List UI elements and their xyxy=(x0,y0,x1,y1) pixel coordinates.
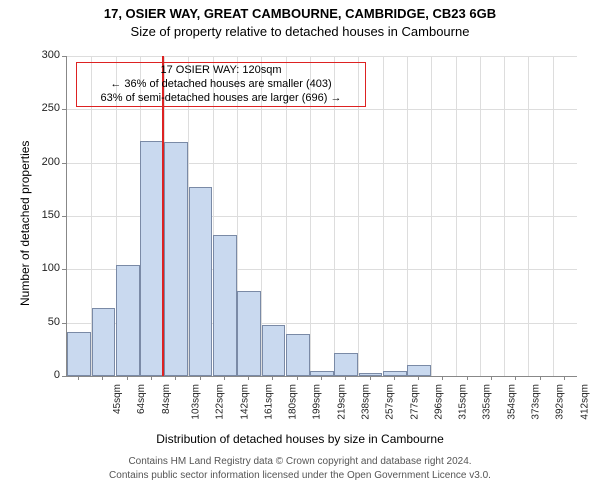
grid-line-vertical xyxy=(528,56,529,376)
y-tick-mark xyxy=(62,163,66,164)
page-title-address: 17, OSIER WAY, GREAT CAMBOURNE, CAMBRIDG… xyxy=(0,6,600,21)
y-tick-label: 200 xyxy=(30,156,60,168)
histogram-bar xyxy=(140,141,164,376)
x-tick-label: 142sqm xyxy=(239,384,250,420)
x-tick-label: 257sqm xyxy=(385,384,396,420)
annotation-line-3: 63% of semi-detached houses are larger (… xyxy=(81,92,361,106)
x-tick-mark xyxy=(78,376,79,380)
x-tick-mark xyxy=(151,376,152,380)
grid-line-vertical xyxy=(383,56,384,376)
histogram-bar xyxy=(407,365,431,376)
footnote-line-1: Contains HM Land Registry data © Crown c… xyxy=(0,456,600,467)
x-tick-label: 238sqm xyxy=(361,384,372,420)
x-tick-mark xyxy=(442,376,443,380)
y-tick-label: 0 xyxy=(30,369,60,381)
x-tick-mark xyxy=(321,376,322,380)
x-tick-label: 84sqm xyxy=(161,384,172,414)
x-tick-mark xyxy=(224,376,225,380)
histogram-bar xyxy=(334,353,358,376)
histogram-bar xyxy=(286,334,310,376)
annotation-line-1: 17 OSIER WAY: 120sqm xyxy=(81,64,361,78)
grid-line-vertical xyxy=(431,56,432,376)
x-tick-mark xyxy=(272,376,273,380)
grid-line-vertical xyxy=(553,56,554,376)
x-tick-mark xyxy=(102,376,103,380)
page-subtitle: Size of property relative to detached ho… xyxy=(0,24,600,39)
x-tick-mark xyxy=(297,376,298,380)
x-tick-mark xyxy=(418,376,419,380)
histogram-bar xyxy=(383,371,407,376)
footnote-line-2: Contains public sector information licen… xyxy=(0,470,600,481)
histogram-bar xyxy=(67,332,91,376)
x-tick-label: 373sqm xyxy=(531,384,542,420)
grid-line-horizontal xyxy=(67,109,577,110)
x-tick-label: 335sqm xyxy=(482,384,493,420)
grid-line-vertical xyxy=(407,56,408,376)
x-axis-label: Distribution of detached houses by size … xyxy=(0,432,600,446)
x-tick-label: 315sqm xyxy=(458,384,469,420)
annotation-line-2: ← 36% of detached houses are smaller (40… xyxy=(81,78,361,92)
x-tick-mark xyxy=(491,376,492,380)
grid-line-vertical xyxy=(480,56,481,376)
x-tick-mark xyxy=(370,376,371,380)
x-tick-label: 296sqm xyxy=(433,384,444,420)
y-tick-label: 250 xyxy=(30,102,60,114)
histogram-bar xyxy=(237,291,261,376)
y-tick-label: 50 xyxy=(30,316,60,328)
y-tick-mark xyxy=(62,323,66,324)
histogram-bar xyxy=(189,187,213,376)
x-tick-mark xyxy=(540,376,541,380)
x-tick-label: 219sqm xyxy=(336,384,347,420)
y-tick-mark xyxy=(62,216,66,217)
x-tick-label: 103sqm xyxy=(191,384,202,420)
grid-line-vertical xyxy=(456,56,457,376)
x-tick-label: 161sqm xyxy=(263,384,274,420)
annotation-box: 17 OSIER WAY: 120sqm ← 36% of detached h… xyxy=(76,62,366,107)
x-tick-label: 412sqm xyxy=(579,384,590,420)
histogram-bar xyxy=(262,325,286,376)
x-tick-mark xyxy=(394,376,395,380)
histogram-bar xyxy=(92,308,116,376)
x-tick-mark xyxy=(345,376,346,380)
y-tick-mark xyxy=(62,56,66,57)
x-tick-label: 392sqm xyxy=(555,384,566,420)
y-tick-label: 100 xyxy=(30,262,60,274)
x-tick-label: 277sqm xyxy=(409,384,420,420)
histogram-bar xyxy=(164,142,188,376)
x-tick-mark xyxy=(248,376,249,380)
x-tick-mark xyxy=(564,376,565,380)
grid-line-horizontal xyxy=(67,56,577,57)
x-tick-label: 180sqm xyxy=(288,384,299,420)
histogram-bar xyxy=(116,265,140,376)
y-tick-label: 150 xyxy=(30,209,60,221)
y-tick-mark xyxy=(62,269,66,270)
x-tick-label: 354sqm xyxy=(506,384,517,420)
y-tick-label: 300 xyxy=(30,49,60,61)
x-tick-mark xyxy=(467,376,468,380)
x-tick-label: 122sqm xyxy=(215,384,226,420)
histogram-bar xyxy=(213,235,237,376)
y-tick-mark xyxy=(62,109,66,110)
x-tick-mark xyxy=(515,376,516,380)
x-tick-label: 64sqm xyxy=(136,384,147,414)
x-tick-mark xyxy=(200,376,201,380)
x-tick-mark xyxy=(175,376,176,380)
grid-line-vertical xyxy=(504,56,505,376)
x-tick-mark xyxy=(127,376,128,380)
x-tick-label: 199sqm xyxy=(312,384,323,420)
x-tick-label: 45sqm xyxy=(112,384,123,414)
y-tick-mark xyxy=(62,376,66,377)
